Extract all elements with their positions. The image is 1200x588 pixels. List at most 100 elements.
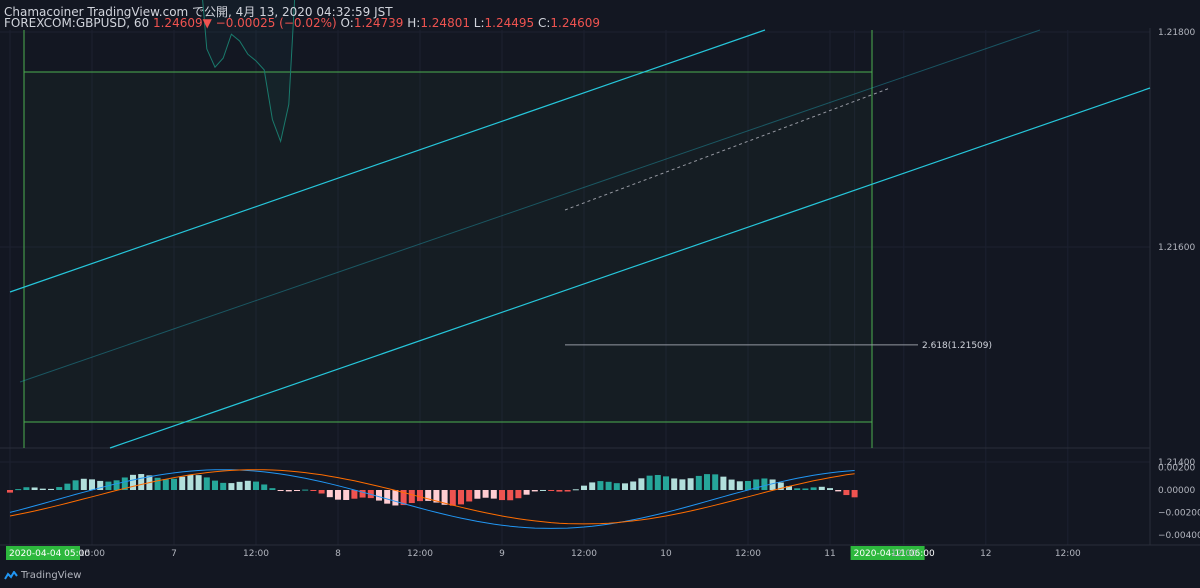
channel-upper-line[interactable] [9, 29, 766, 293]
macd-histogram-bar [761, 478, 768, 490]
time-range-badge [6, 546, 80, 560]
macd-histogram-bar [220, 482, 227, 490]
time-tick-label: 12:00 [1055, 549, 1081, 559]
macd-histogram-bar [80, 478, 87, 490]
down-arrow-icon: ▼ [202, 16, 212, 30]
macd-histogram-bar [605, 481, 612, 490]
bollinger-bands [202, 0, 296, 144]
tradingview-logo-icon [4, 570, 18, 580]
macd-histogram-bar [802, 488, 809, 490]
fibonacci-retracement[interactable]: 0(1.24878)0.236(1.24575)0.382(1.24387)0.… [565, 0, 992, 351]
macd-histogram-bar [269, 488, 276, 490]
macd-histogram-bar [515, 490, 522, 499]
macd-histogram-bar [564, 490, 571, 492]
macd-histogram-bar [597, 481, 604, 490]
rectangle-drawing[interactable] [23, 30, 873, 448]
macd-histogram-bar [794, 488, 801, 490]
open-label: O: [340, 16, 354, 30]
macd-histogram-bar [138, 474, 145, 490]
macd-histogram-bar [712, 474, 719, 490]
price-axis[interactable]: 1.254001.252001.250001.248001.246001.244… [1151, 0, 1200, 541]
macd-histogram-bar [121, 477, 128, 490]
macd-histogram-bar [466, 490, 473, 502]
macd-histogram-bar [97, 480, 104, 490]
macd-histogram-bar [253, 481, 259, 490]
time-tick-label: 12:00 [891, 549, 917, 559]
time-range-label: 2020-04-04 05:00 [9, 549, 90, 559]
macd-histogram-bar [827, 488, 833, 490]
macd-histogram-bar [335, 490, 341, 500]
macd-histogram-bar [285, 490, 292, 492]
macd-histogram-bar [7, 490, 13, 493]
time-tick-label: 12:00 [243, 549, 269, 559]
macd-histogram-bar [408, 490, 415, 504]
low-label: L: [473, 16, 485, 30]
macd-histogram-bar [261, 484, 268, 490]
time-tick-label: 12:00 [735, 549, 761, 559]
time-range-label: 2020-04-11 06:00 [854, 549, 935, 559]
macd-histogram-bar [441, 490, 448, 505]
macd-histogram-bar [179, 476, 186, 490]
macd-histogram-bar [777, 482, 784, 490]
macd-histogram-bar [433, 490, 440, 503]
macd-histogram-bar [89, 479, 95, 490]
macd-histogram-bar [818, 486, 825, 490]
macd-histogram-bar [195, 475, 202, 490]
macd-histogram-bar [499, 490, 505, 501]
macd-histogram-bar [663, 476, 669, 490]
macd-histogram-bar [203, 477, 210, 490]
macd-histogram-bar [507, 490, 514, 501]
macd-histogram-bar [310, 490, 317, 491]
time-tick-label: 8 [335, 549, 341, 559]
macd-histogram-bar [671, 478, 678, 490]
symbol-legend[interactable]: FOREXCOM:GBPUSD, 60 1.24609▼ −0.00025 (−… [4, 16, 600, 30]
price-tick-label: 1.21800 [1158, 28, 1195, 38]
macd-histogram-bar [810, 487, 817, 490]
macd-histogram-bar [613, 483, 620, 490]
projection-dashed-line[interactable] [564, 87, 891, 211]
trend-channel[interactable] [9, 29, 1151, 449]
tradingview-footer[interactable]: TradingView [4, 570, 81, 581]
macd-histogram-bar [720, 476, 727, 490]
macd-histogram-bar [531, 490, 538, 492]
rectangle-box[interactable] [23, 71, 873, 423]
symbol-name[interactable]: FOREXCOM:GBPUSD, 60 [4, 16, 150, 30]
macd-histogram-bar [540, 489, 546, 491]
publish-line: Chamacoiner TradingView.com で公開, 4月 13, … [4, 5, 393, 19]
time-tick-label: 7 [171, 549, 177, 559]
macd-histogram-bar [351, 490, 358, 499]
macd-tick-label: 0.00200 [1158, 463, 1195, 473]
channel-lower-line[interactable] [109, 87, 1151, 449]
macd-line [9, 469, 855, 529]
time-tick-label: 12:00 [571, 549, 597, 559]
macd-histogram-bar [384, 490, 391, 504]
macd-histogram-bar [474, 490, 481, 499]
macd-histogram-bar [687, 478, 694, 490]
macd-histogram-bar [326, 490, 333, 498]
macd-histogram-bar [695, 475, 702, 490]
macd-histogram-bar [39, 488, 46, 490]
macd-histogram-bar [113, 480, 120, 490]
macd-histogram-bar [786, 486, 792, 490]
macd-histogram-bar [392, 490, 399, 506]
macd-histogram-bar [15, 489, 22, 491]
macd-histogram-bar [851, 490, 858, 498]
open-value: 1.24739 [353, 16, 404, 30]
channel-mid-line[interactable] [19, 29, 1041, 383]
macd-histogram-bar [490, 490, 497, 499]
macd-histogram-bar [212, 480, 218, 490]
macd-histogram-bar [31, 487, 38, 490]
macd-histogram-bar [589, 482, 596, 490]
macd-histogram-bar [835, 490, 842, 492]
macd-histogram-bar [318, 490, 325, 494]
macd-histogram-bar [482, 490, 489, 498]
macd-histogram-bar [228, 483, 235, 490]
macd-histogram-bar [622, 483, 628, 490]
grid-lines [0, 28, 1200, 546]
tradingview-brand[interactable]: TradingView [21, 570, 82, 581]
macd-histogram-bar [72, 480, 79, 490]
macd-tick-label: −0.00400 [1158, 531, 1200, 541]
high-label: H: [407, 16, 421, 30]
